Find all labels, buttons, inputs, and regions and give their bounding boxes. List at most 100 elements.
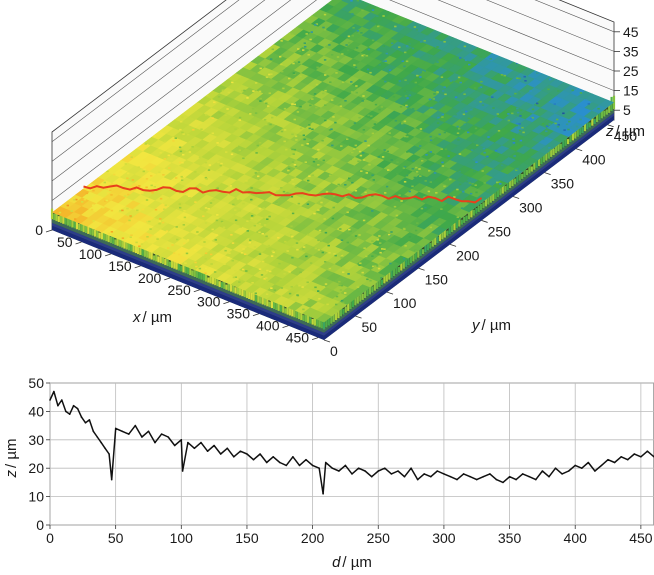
- surface-texture-dot: [516, 107, 519, 110]
- surface-texture-dot: [180, 120, 183, 123]
- surface-texture-dot: [310, 31, 313, 33]
- surface-texture-dot: [385, 185, 389, 188]
- surface-texture-dot: [332, 195, 336, 197]
- surface-texture-dot: [279, 55, 282, 58]
- surface-texture-dot: [554, 122, 557, 125]
- data-point: [265, 461, 268, 464]
- surface-texture-dot: [338, 103, 341, 106]
- surface-texture-dot: [479, 56, 483, 58]
- surface-texture-dot: [291, 148, 294, 151]
- surface-texture-dot: [228, 252, 231, 254]
- surface-texture-dot: [210, 253, 213, 256]
- y-axis-tick-label: 250: [488, 223, 512, 239]
- surface-texture-dot: [397, 181, 400, 183]
- surface-texture-dot: [351, 181, 354, 184]
- y-axis-tick-label: 450: [614, 128, 638, 144]
- surface-texture-dot: [296, 248, 299, 251]
- surface-texture-dot: [373, 123, 377, 125]
- surface-texture-dot: [362, 219, 366, 222]
- surface-texture-dot: [340, 253, 343, 256]
- surface-texture-dot: [248, 241, 251, 244]
- surface-texture-dot: [536, 72, 539, 74]
- surface-texture-dot: [331, 217, 335, 220]
- surface-texture-dot: [328, 252, 331, 254]
- data-point: [181, 470, 184, 472]
- surface-texture-dot: [406, 105, 409, 108]
- surface-texture-dot: [327, 244, 330, 247]
- surface-texture-dot: [217, 96, 221, 98]
- data-point: [147, 430, 150, 433]
- surface-texture-dot: [180, 175, 183, 178]
- surface-texture-dot: [335, 72, 338, 74]
- surface-texture-dot: [216, 142, 219, 144]
- surface-texture-dot: [109, 189, 112, 192]
- surface-texture-dot: [135, 241, 138, 244]
- surface-texture-dot: [181, 116, 184, 119]
- surface-texture-dot: [452, 177, 456, 180]
- surface-texture-dot: [177, 253, 181, 256]
- x-axis-tick: [282, 325, 289, 329]
- data-point: [322, 493, 324, 495]
- x-axis-tick-label: 400: [564, 530, 588, 546]
- surface-texture-dot: [328, 267, 332, 270]
- surface-texture-dot: [315, 106, 318, 109]
- surface-texture-dot: [481, 170, 484, 172]
- surface-texture-dot: [138, 245, 141, 248]
- surface-texture-dot: [392, 96, 396, 98]
- surface-texture-dot: [403, 135, 407, 138]
- surface-texture-dot: [518, 92, 521, 95]
- surface-texture-dot: [287, 169, 290, 172]
- data-point: [96, 436, 99, 438]
- data-point: [410, 467, 412, 470]
- surface-texture-dot: [460, 207, 464, 209]
- surface-texture-dot: [309, 104, 312, 107]
- surface-texture-dot: [289, 101, 293, 103]
- surface-texture-dot: [258, 207, 262, 210]
- surface-texture-dot: [463, 93, 466, 95]
- surface-texture-dot: [231, 259, 234, 262]
- surface-texture-dot: [437, 116, 440, 119]
- surface-texture-dot: [374, 103, 378, 106]
- data-point: [292, 456, 294, 458]
- y-axis-tick-label: 10: [28, 489, 44, 505]
- surface-texture-dot: [385, 52, 388, 55]
- surface-texture-dot: [456, 216, 459, 218]
- surface-texture-dot: [171, 244, 174, 246]
- x-axis-tick-label: 0: [46, 530, 54, 546]
- surface-texture-dot: [260, 146, 263, 149]
- surface-texture-dot: [123, 195, 127, 197]
- surface-texture-dot: [235, 145, 238, 147]
- surface-texture-dot: [280, 63, 283, 66]
- surface-texture-dot: [250, 217, 253, 220]
- surface-texture-dot: [411, 108, 415, 110]
- surface-texture-dot: [438, 223, 441, 226]
- surface-texture-dot: [296, 111, 300, 113]
- surface-texture-dot: [361, 274, 364, 276]
- surface-texture-dot: [416, 57, 420, 60]
- surface-texture-dot: [419, 145, 422, 147]
- surface-texture-dot: [378, 235, 381, 237]
- surface-texture-dot: [106, 170, 109, 173]
- surface-texture-dot: [393, 72, 396, 74]
- surface-texture-dot: [419, 41, 423, 43]
- surface-texture-dot: [324, 89, 327, 92]
- surface-texture-dot: [355, 85, 358, 87]
- surface-texture-dot: [423, 70, 426, 72]
- surface-texture-dot: [309, 262, 313, 264]
- wall-gridline: [51, 0, 615, 143]
- surface-texture-dot: [258, 142, 262, 144]
- surface-texture-dot: [382, 45, 385, 47]
- surface-texture-dot: [457, 139, 460, 141]
- surface-texture-dot: [380, 106, 384, 108]
- surface-texture-dot: [255, 172, 258, 175]
- surface-texture-dot: [279, 279, 282, 282]
- surface-texture-dot: [309, 38, 312, 41]
- surface-texture-dot: [159, 152, 162, 154]
- surface-texture-dot: [411, 47, 415, 50]
- surface-texture-dot: [532, 160, 535, 163]
- surface-texture-dot: [263, 224, 267, 226]
- surface-texture-dot: [234, 276, 237, 278]
- surface-texture-dot: [293, 164, 297, 166]
- surface-texture-dot: [372, 265, 375, 268]
- surface-texture-dot: [297, 61, 301, 63]
